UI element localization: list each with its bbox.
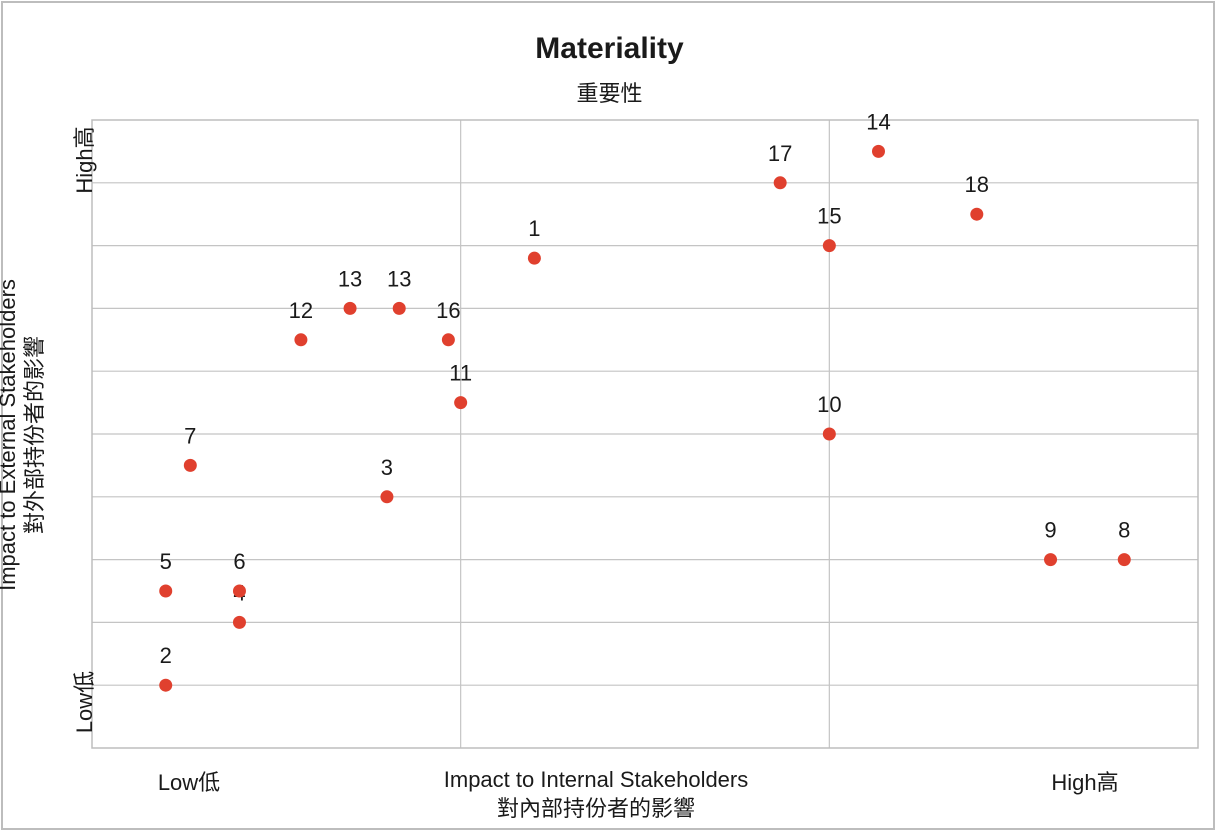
data-point bbox=[454, 396, 468, 410]
data-point bbox=[527, 251, 541, 265]
data-point-label: 2 bbox=[160, 643, 172, 668]
data-point-label: 13 bbox=[387, 266, 411, 291]
data-point bbox=[773, 176, 787, 190]
data-point bbox=[294, 333, 308, 347]
data-point bbox=[380, 490, 394, 504]
data-point-label: 8 bbox=[1118, 518, 1130, 543]
x-axis-label: Impact to Internal Stakeholders 對內部持份者的影… bbox=[444, 765, 749, 825]
data-point-label: 15 bbox=[817, 204, 841, 229]
y-tick-low: Low低 bbox=[72, 670, 97, 734]
data-point bbox=[871, 144, 885, 158]
data-point-label: 7 bbox=[184, 423, 196, 448]
y-axis-label-zh: 對外部持份者的影響 bbox=[23, 335, 48, 535]
x-tick-low: Low低 bbox=[157, 770, 221, 795]
points-layer: 12345678910111213131415161718 bbox=[159, 109, 1131, 692]
data-point-label: 11 bbox=[449, 361, 472, 386]
grid-layer bbox=[92, 120, 1198, 748]
chart-subtitle: 重要性 bbox=[576, 82, 643, 107]
y-tick-high: High高 bbox=[72, 126, 97, 194]
data-point-label: 5 bbox=[160, 549, 172, 574]
data-point bbox=[1044, 553, 1058, 567]
x-tick-high: High高 bbox=[1051, 770, 1119, 795]
data-point-label: 10 bbox=[817, 392, 841, 417]
data-point-label: 12 bbox=[289, 298, 313, 323]
data-point-label: 18 bbox=[965, 172, 989, 197]
data-point bbox=[159, 584, 173, 598]
data-point-label: 6 bbox=[233, 549, 245, 574]
data-point bbox=[822, 239, 836, 253]
data-point-label: 3 bbox=[381, 455, 393, 480]
data-point bbox=[183, 458, 197, 472]
x-axis-label-zh: 對內部持份者的影響 bbox=[496, 797, 695, 822]
data-point-label: 14 bbox=[866, 109, 890, 134]
data-point-label: 9 bbox=[1044, 518, 1056, 543]
chart-title: Materiality bbox=[535, 32, 684, 65]
data-point-label: 17 bbox=[768, 141, 792, 166]
data-point-label: 1 bbox=[528, 216, 540, 241]
y-axis-label: Impact to External Stakeholders 對外部持份者的影… bbox=[0, 279, 50, 591]
data-point bbox=[1117, 553, 1131, 567]
data-point bbox=[822, 427, 836, 441]
data-point-label: 13 bbox=[338, 266, 362, 291]
x-axis-label-en: Impact to Internal Stakeholders bbox=[443, 767, 749, 792]
data-point bbox=[343, 301, 357, 315]
data-point bbox=[232, 615, 246, 629]
data-point-label: 16 bbox=[436, 298, 460, 323]
data-point bbox=[392, 301, 406, 315]
data-point bbox=[970, 207, 984, 221]
data-point bbox=[159, 678, 173, 692]
data-point bbox=[232, 584, 246, 598]
plot-border bbox=[91, 119, 1199, 749]
data-point bbox=[441, 333, 455, 347]
y-axis-label-en: Impact to External Stakeholders bbox=[0, 279, 20, 591]
